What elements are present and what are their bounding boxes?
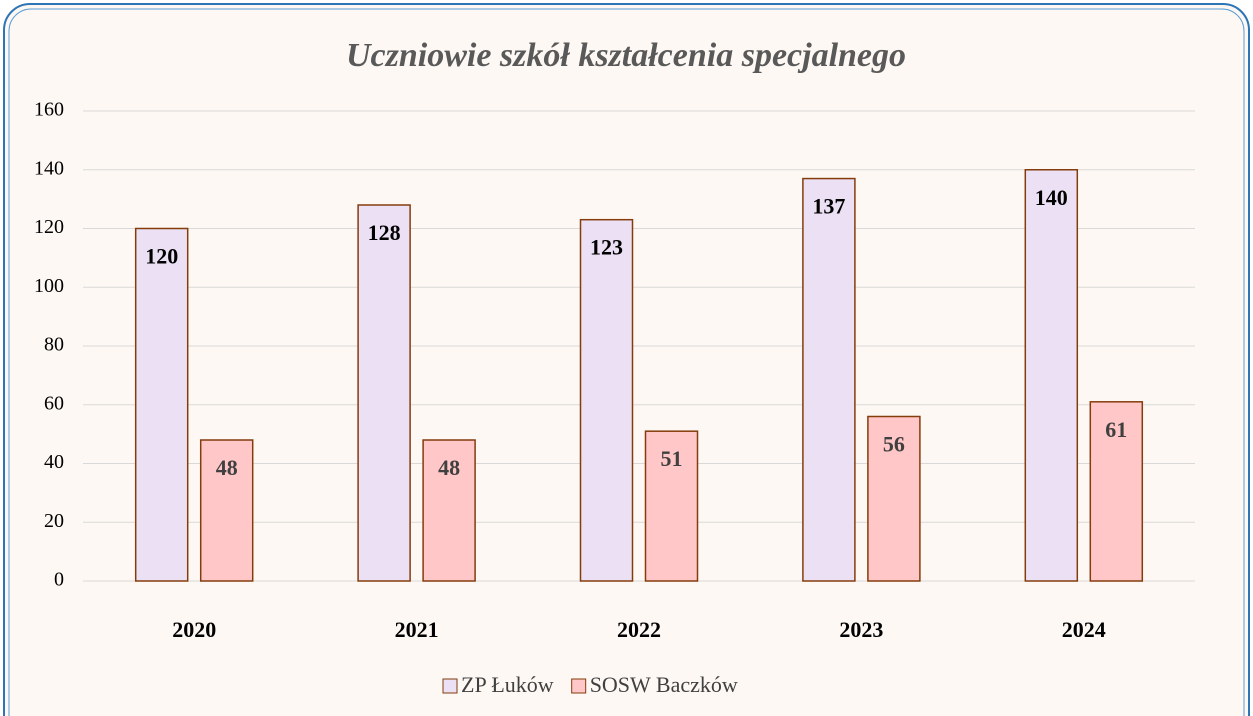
chart-frame-inner: [8, 8, 1245, 716]
y-tick-label: 100: [34, 275, 64, 297]
x-tick-label: 2023: [839, 617, 883, 642]
legend-label: SOSW Baczków: [590, 672, 738, 697]
data-label: 48: [438, 455, 460, 480]
x-tick-label: 2022: [617, 617, 661, 642]
legend-swatch: [571, 678, 587, 694]
data-label: 120: [145, 244, 178, 269]
bar: [644, 430, 699, 582]
y-tick-label: 20: [44, 510, 64, 532]
bar: [1024, 169, 1079, 582]
y-tick-label: 120: [34, 216, 64, 238]
y-tick-label: 0: [54, 569, 64, 591]
bar: [867, 415, 921, 582]
bar: [422, 439, 476, 582]
data-label: 48: [216, 455, 238, 480]
data-label: 123: [590, 235, 623, 260]
x-tick-label: 2024: [1062, 617, 1106, 642]
chart-title: Uczniowie szkół kształcenia specjalnego: [346, 37, 906, 74]
data-label: 56: [883, 432, 905, 457]
data-label: 128: [368, 220, 401, 245]
y-tick-label: 40: [44, 451, 64, 473]
data-label: 137: [812, 194, 845, 219]
legend-swatch: [442, 678, 458, 694]
bar: [579, 218, 634, 582]
data-label: 140: [1035, 185, 1068, 210]
bar: [199, 439, 254, 582]
y-tick-label: 160: [34, 99, 64, 121]
bar: [357, 204, 411, 582]
bar: [802, 177, 856, 582]
y-tick-label: 80: [44, 334, 64, 356]
data-label: 51: [661, 446, 683, 471]
y-tick-label: 60: [44, 392, 64, 414]
legend-label: ZP Łuków: [461, 672, 554, 697]
x-tick-label: 2021: [395, 617, 439, 642]
bar: [134, 227, 189, 582]
bar: [1089, 401, 1144, 582]
x-tick-label: 2020: [172, 617, 216, 642]
y-tick-label: 140: [34, 157, 64, 179]
data-label: 61: [1105, 417, 1127, 442]
